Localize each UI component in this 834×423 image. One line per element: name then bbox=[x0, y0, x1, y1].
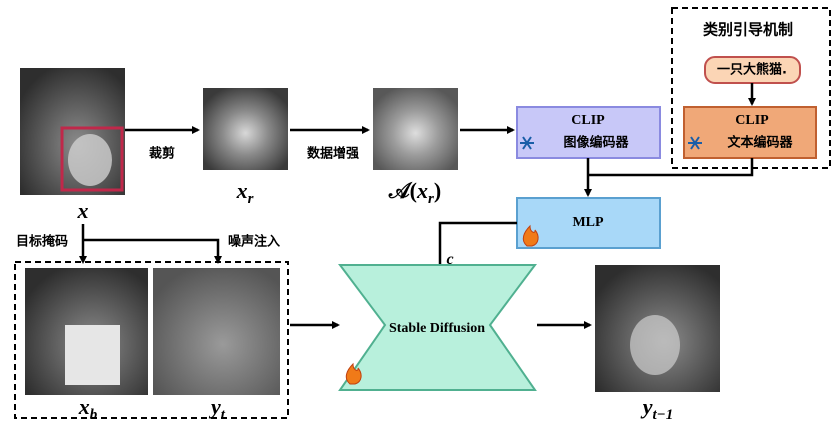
crop-label: 裁剪 bbox=[149, 146, 175, 162]
symbol: y bbox=[640, 394, 653, 419]
symbol: x bbox=[78, 394, 90, 419]
diffusion-label: Stable Diffusion bbox=[389, 321, 485, 336]
symbol: x bbox=[236, 178, 248, 203]
cropped-image bbox=[203, 88, 288, 170]
symbol: y bbox=[208, 394, 221, 419]
symbol: x bbox=[416, 178, 428, 203]
symbol: x bbox=[77, 198, 89, 223]
symbol-x-r: xr bbox=[236, 178, 254, 207]
mask-label: 目标掩码 bbox=[16, 234, 68, 250]
noise-label: 噪声注入 bbox=[228, 234, 280, 250]
symbol-x: x bbox=[77, 198, 89, 223]
arrow bbox=[83, 240, 218, 262]
image-encoder-label: 图像编码器 bbox=[563, 135, 629, 151]
symbol-y-t: yt bbox=[208, 394, 226, 423]
symbol-a-x-r: 𝒜(xr) bbox=[388, 178, 441, 207]
image-encoder-name: CLIP bbox=[571, 113, 605, 128]
connector bbox=[588, 158, 752, 175]
prompt-text: 一只大熊猫. bbox=[717, 62, 787, 78]
mask-square bbox=[65, 325, 120, 385]
noisy-image bbox=[153, 268, 280, 395]
input-image bbox=[20, 68, 125, 195]
panda bbox=[630, 315, 680, 375]
text-encoder-name: CLIP bbox=[735, 113, 769, 128]
symbol-sub: r bbox=[248, 191, 254, 207]
augmented-image bbox=[373, 88, 458, 170]
symbol-prefix: 𝒜( bbox=[388, 178, 417, 203]
augment-label: 数据增强 bbox=[307, 146, 359, 162]
guide-title: 类别引导机制 bbox=[703, 21, 793, 39]
symbol-x-b: xb bbox=[78, 394, 98, 423]
symbol-sub: t−1 bbox=[653, 407, 674, 423]
symbol-sub: b bbox=[90, 407, 98, 423]
symbol-y-t1: yt−1 bbox=[640, 394, 674, 423]
mlp-label: MLP bbox=[572, 215, 604, 230]
text-encoder-label: 文本编码器 bbox=[727, 135, 793, 151]
symbol-suffix: ) bbox=[434, 178, 441, 203]
diagram: 类别引导机制 一只大熊猫. CLIP 文本编码器 CLIP 图像编码器 MLP … bbox=[0, 0, 834, 423]
symbol-sub: t bbox=[221, 407, 226, 423]
panda bbox=[68, 134, 112, 186]
